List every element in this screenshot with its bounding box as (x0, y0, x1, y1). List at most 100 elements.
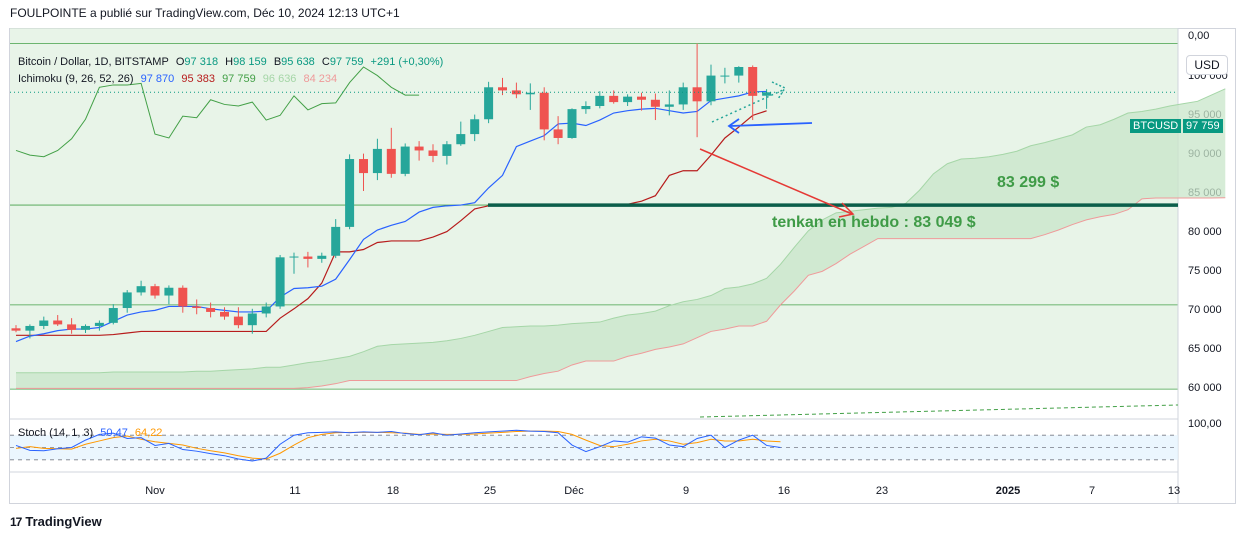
b-label: B (273, 56, 282, 68)
candle-body (414, 146, 424, 151)
candle-body (164, 287, 174, 296)
price-tag-symbol: BTCUSD (1130, 119, 1182, 133)
b-value: 95 638 (281, 56, 315, 68)
candle-body (595, 95, 605, 106)
stoch-legend: Stoch (14, 1, 3) 50,47 64,22 (18, 427, 166, 439)
ichimoku-span-a (16, 88, 1226, 374)
candle-body (650, 99, 660, 107)
price-tag-value: 97 759 (1183, 119, 1223, 133)
legend-low: B95 638 (274, 56, 315, 68)
y-tick-label: 60 000 (1188, 382, 1222, 394)
candle-body (664, 104, 674, 107)
candle-body (678, 87, 688, 105)
red-arrow-line (699, 148, 853, 215)
footer-brand-label: TradingView (25, 514, 102, 529)
candle-body (53, 320, 63, 325)
candle-body (456, 134, 466, 145)
blue-arrow-head (727, 118, 740, 134)
ichimoku-kijun (16, 110, 767, 336)
level-83299-label: 83 299 $ (997, 174, 1059, 191)
scale-zero-label: 0,00 (1188, 30, 1209, 42)
candle-body (609, 95, 619, 103)
stoch-k-value: 50,47 (100, 427, 128, 439)
candle-body (192, 306, 202, 309)
candle-body (345, 159, 355, 227)
legend-change: +291 (+0,30%) (370, 56, 444, 68)
y-tick-label: 80 000 (1188, 226, 1222, 238)
y-tick-label: 70 000 (1188, 304, 1222, 316)
candle-body (637, 96, 646, 100)
stoch-d-value: 64,22 (134, 427, 163, 439)
c-label: C (321, 56, 330, 68)
h-label: H (225, 56, 234, 68)
candle-body (484, 87, 494, 120)
x-tick-label: 25 (484, 485, 496, 497)
x-tick-label: 13 (1168, 485, 1180, 497)
tenkan-weekly-label: tenkan en hebdo : 83 049 $ (772, 214, 976, 231)
candle-body (428, 150, 438, 156)
candle-body (136, 286, 146, 293)
y-tick-label: 65 000 (1188, 343, 1222, 355)
candle-body (511, 90, 521, 95)
o-label: O (175, 56, 185, 68)
candle-body (122, 292, 132, 309)
o-value: 97 318 (184, 56, 219, 68)
candle-body (81, 325, 90, 330)
candle-body (303, 256, 313, 259)
ichimoku-chikou-value: 97 759 (222, 73, 256, 85)
candle-body (400, 146, 410, 174)
c-value: 97 759 (329, 56, 364, 68)
x-tick-label: 11 (289, 485, 300, 497)
candle-body (567, 109, 577, 138)
candle-body (359, 159, 368, 174)
candle-body (553, 129, 563, 138)
blue-arrow-line (729, 122, 813, 127)
candle-body (247, 313, 257, 326)
candle-body (233, 316, 243, 326)
ichimoku-legend: Ichimoku (9, 26, 52, 26) 97 870 95 383 9… (18, 73, 341, 85)
candle-body (275, 257, 285, 307)
stoch-k-line (15, 429, 781, 462)
candle-body (762, 92, 772, 96)
candle-body (25, 325, 35, 331)
candle-body (734, 67, 744, 76)
ichimoku-spanb-value: 84 234 (303, 73, 338, 85)
candle-body (94, 322, 104, 326)
candle-body (581, 106, 591, 110)
currency-button[interactable]: USD (1186, 55, 1228, 75)
candle-body (386, 148, 396, 174)
main-legend: Bitcoin / Dollar, 1D, BITSTAMP O97 318 H… (18, 56, 447, 68)
candle-body (442, 144, 452, 156)
candle-body (623, 96, 633, 103)
candle-body (692, 87, 702, 102)
ichimoku-chikou (15, 66, 420, 158)
ichimoku-tenkan-value: 97 870 (140, 73, 175, 85)
x-tick-label: 23 (876, 485, 888, 497)
legend-high: H98 159 (225, 56, 267, 68)
ichimoku-spana-value: 96 636 (262, 73, 297, 85)
dashed-trend-line (699, 404, 1179, 418)
candle-body (289, 256, 299, 258)
ichimoku-kijun-value: 95 383 (181, 73, 215, 85)
y-tick-label: 75 000 (1188, 265, 1222, 277)
candle-body (372, 148, 382, 174)
candle-body (39, 320, 49, 326)
candle-body (261, 306, 271, 314)
footer-brand[interactable]: 17 TradingView (10, 514, 102, 529)
ichimoku-name: Ichimoku (9, 26, 52, 26) (18, 73, 134, 85)
tradingview-logo-icon: 17 (10, 514, 22, 529)
candle-body (108, 308, 118, 323)
candle-body (220, 311, 229, 317)
candle-body (498, 87, 507, 91)
x-tick-label: 9 (683, 485, 689, 497)
candle-body (67, 324, 77, 330)
x-tick-label: Nov (145, 485, 165, 497)
h-value: 98 159 (233, 56, 267, 68)
x-tick-label: 18 (387, 485, 399, 497)
x-tick-label: 16 (778, 485, 790, 497)
publish-header: FOULPOINTE a publié sur TradingView.com,… (10, 6, 400, 20)
legend-symbol: Bitcoin / Dollar, 1D, BITSTAMP (18, 56, 169, 68)
x-tick-label: 7 (1089, 485, 1095, 497)
candle-body (748, 67, 758, 96)
